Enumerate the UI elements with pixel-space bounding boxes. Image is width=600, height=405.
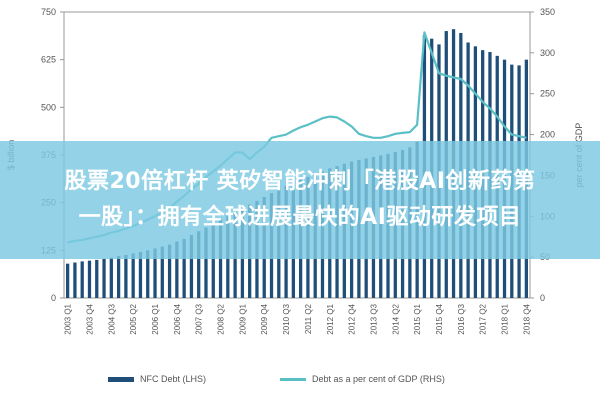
bar-nfc-debt xyxy=(116,256,121,298)
x-tick-label: 2011 Q2 xyxy=(304,303,313,334)
x-tick-label: 2010 Q3 xyxy=(282,303,291,334)
y-tick-label: 0 xyxy=(51,293,56,303)
legend-swatch-line xyxy=(280,377,306,381)
y2-tick-label: 300 xyxy=(540,48,555,58)
legend-swatch-bar xyxy=(108,376,134,382)
bar-nfc-debt xyxy=(109,257,113,298)
bar-nfc-debt xyxy=(131,253,135,298)
x-tick-label: 2014 Q2 xyxy=(391,303,400,334)
x-tick-label: 2003 Q1 xyxy=(64,303,73,334)
bar-nfc-debt xyxy=(66,263,70,298)
x-tick-label: 2012 Q4 xyxy=(348,303,357,334)
bar-nfc-debt xyxy=(182,238,186,298)
y-tick-label: 750 xyxy=(41,7,56,17)
bar-nfc-debt xyxy=(211,223,215,298)
bar-nfc-debt xyxy=(189,235,194,298)
bar-nfc-debt xyxy=(80,261,84,298)
bar-nfc-debt xyxy=(167,244,172,298)
bar-nfc-debt xyxy=(102,258,106,298)
x-tick-label: 2018 Q4 xyxy=(522,303,531,334)
y2-tick-label: 0 xyxy=(540,293,545,303)
x-tick-label: 2003 Q4 xyxy=(86,303,95,334)
legend: NFC Debt (LHS) Debt as a per cent of GDP… xyxy=(0,368,600,392)
x-tick-label: 2015 Q1 xyxy=(413,303,422,334)
x-tick-label: 2013 Q3 xyxy=(370,303,379,334)
y-tick-label: 500 xyxy=(41,102,56,112)
x-tick-label: 2009 Q1 xyxy=(238,303,247,334)
x-tick-label: 2009 Q4 xyxy=(260,303,269,334)
x-tick-label: 2016 Q3 xyxy=(457,303,466,334)
legend-item-nfc-debt: NFC Debt (LHS) xyxy=(108,374,206,384)
bar-nfc-debt xyxy=(175,241,179,298)
bar-nfc-debt xyxy=(204,227,208,298)
y2-tick-label: 350 xyxy=(540,7,555,17)
y2-tick-label: 200 xyxy=(540,130,555,140)
y-tick-label: 625 xyxy=(41,55,56,65)
x-tick-label: 2007 Q3 xyxy=(195,303,204,334)
x-tick-label: 2017 Q2 xyxy=(479,303,488,334)
bar-nfc-debt xyxy=(160,246,164,298)
x-tick-label: 2005 Q2 xyxy=(129,303,138,334)
banner-title-line: 股票20倍杠杆 英矽智能冲刺「港股AI创新药第 xyxy=(64,169,536,194)
x-tick-label: 2018 Q1 xyxy=(501,303,510,334)
bar-nfc-debt xyxy=(146,250,150,298)
bar-nfc-debt xyxy=(197,231,201,298)
legend-label: NFC Debt (LHS) xyxy=(140,374,207,384)
x-tick-label: 2008 Q2 xyxy=(217,303,226,334)
x-tick-label: 2006 Q1 xyxy=(151,303,160,334)
x-tick-label: 2004 Q3 xyxy=(107,303,116,334)
banner-title-line: 一股」：拥有全球进展最快的AI驱动研发项目 xyxy=(78,205,522,230)
x-tick-label: 2015 Q4 xyxy=(435,303,444,334)
bar-nfc-debt xyxy=(153,248,157,298)
bar-nfc-debt xyxy=(87,260,92,298)
overlay-banner: 股票20倍杠杆 英矽智能冲刺「港股AI创新药第 一股」：拥有全球进展最快的AI驱… xyxy=(0,141,600,259)
y2-tick-label: 250 xyxy=(540,89,555,99)
bar-nfc-debt xyxy=(95,259,99,298)
bar-nfc-debt xyxy=(73,262,77,298)
legend-item-debt-gdp: Debt as a per cent of GDP (RHS) xyxy=(280,374,445,384)
bar-nfc-debt xyxy=(124,254,128,298)
bar-nfc-debt xyxy=(138,251,143,298)
x-tick-label: 2012 Q1 xyxy=(326,303,335,334)
x-tick-label: 2006 Q4 xyxy=(173,303,182,334)
legend-label: Debt as a per cent of GDP (RHS) xyxy=(312,374,445,384)
